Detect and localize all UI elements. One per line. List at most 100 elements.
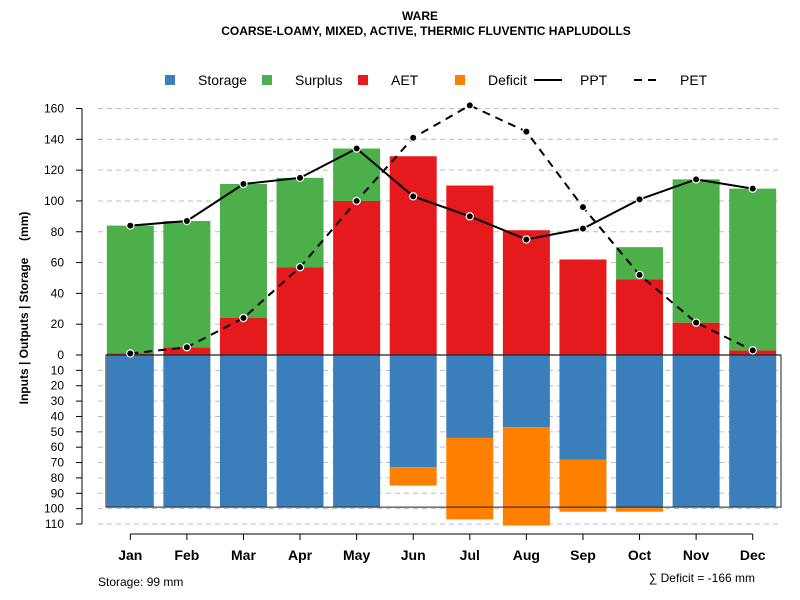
y-tick-label: 140 xyxy=(44,132,64,146)
bar-deficit xyxy=(502,427,550,526)
bar-surplus xyxy=(106,225,154,354)
point-ppt xyxy=(239,179,248,189)
x-tick-label: Feb xyxy=(174,547,199,563)
x-tick-label: Aug xyxy=(513,547,540,563)
point-pet xyxy=(635,270,644,280)
point-ppt xyxy=(635,195,644,204)
legend-swatch xyxy=(455,75,465,85)
y-tick-label: 110 xyxy=(45,517,64,531)
plot-frame xyxy=(105,354,782,508)
deficit-note: ∑ Deficit = -166 mm xyxy=(649,571,755,585)
point-ppt xyxy=(295,173,305,183)
bar-surplus xyxy=(219,183,267,319)
point-ppt xyxy=(182,216,192,226)
y-tick-label: 20 xyxy=(51,317,65,331)
point-ppt xyxy=(126,221,135,230)
y-tick-label: 70 xyxy=(51,456,65,470)
bars xyxy=(106,148,777,526)
line-pet xyxy=(130,104,754,355)
point-pet xyxy=(522,127,531,136)
x-tick-label: Mar xyxy=(231,547,256,563)
bar-storage xyxy=(616,355,664,508)
point-pet xyxy=(748,346,757,355)
point-ppt xyxy=(522,235,531,244)
bar-storage xyxy=(106,355,154,508)
bar-aet xyxy=(559,259,607,355)
legend-swatch xyxy=(262,75,272,85)
bar-aet xyxy=(389,156,437,355)
point-pet xyxy=(691,318,701,327)
y-tick-label: 40 xyxy=(51,286,65,300)
gridlines xyxy=(98,108,781,525)
legend-label: Storage xyxy=(198,72,247,88)
bar-storage xyxy=(502,355,550,428)
point-pet xyxy=(239,313,248,323)
x-tick-label: Jun xyxy=(401,547,426,563)
point-ppt xyxy=(409,192,418,201)
bar-storage xyxy=(333,355,381,508)
legend-swatch xyxy=(358,75,368,85)
bar-storage xyxy=(276,355,324,508)
point-pet xyxy=(295,262,305,272)
bar-surplus xyxy=(276,177,324,268)
line-ppt xyxy=(130,147,753,241)
bar-storage xyxy=(559,355,607,460)
bar-aet xyxy=(616,279,664,355)
legend-swatch xyxy=(165,75,175,85)
bar-deficit xyxy=(559,459,607,512)
y-tick-label: 40 xyxy=(51,409,65,423)
bar-storage xyxy=(219,355,267,508)
bar-aet xyxy=(276,267,324,355)
point-pet xyxy=(409,133,418,142)
bar-surplus xyxy=(163,220,211,348)
bar-aet xyxy=(502,230,550,355)
x-tick-label: Jan xyxy=(118,547,142,563)
y-tick-label: 90 xyxy=(51,486,65,500)
point-pet xyxy=(465,101,474,110)
lines xyxy=(126,101,757,358)
point-ppt xyxy=(691,175,701,184)
y-tick-label: 160 xyxy=(44,102,64,116)
point-pet xyxy=(182,343,192,352)
x-tick-label: May xyxy=(343,547,370,563)
y-tick-label: 20 xyxy=(51,379,65,393)
y-tick-label: 100 xyxy=(44,194,64,208)
x-tick-label: Jul xyxy=(460,547,480,563)
y-axis-title: Inputs | Outputs | Storage (mm) xyxy=(17,212,31,405)
chart-title: WARE xyxy=(402,9,438,23)
y-tick-label: 120 xyxy=(44,163,64,177)
x-tick-label: Dec xyxy=(740,547,766,563)
y-tick-label: 50 xyxy=(51,425,65,439)
y-tick-label: 80 xyxy=(51,471,65,485)
point-pet xyxy=(578,202,588,212)
y-tick-label: 0 xyxy=(57,348,64,362)
y-tick-label: 30 xyxy=(51,394,65,408)
bar-deficit xyxy=(389,467,437,486)
axes: 0204060801001201401601020304050607080901… xyxy=(44,102,766,564)
x-tick-label: Sep xyxy=(570,547,596,563)
x-tick-label: Nov xyxy=(683,547,710,563)
point-ppt xyxy=(465,212,474,221)
bar-deficit xyxy=(446,437,494,520)
y-tick-label: 60 xyxy=(51,440,65,454)
legend-label: Deficit xyxy=(488,72,527,88)
chart-subtitle: COARSE-LOAMY, MIXED, ACTIVE, THERMIC FLU… xyxy=(221,24,631,38)
bar-surplus xyxy=(672,179,720,323)
legend-label: Surplus xyxy=(295,72,342,88)
point-ppt xyxy=(748,184,757,193)
point-ppt xyxy=(578,224,588,233)
legend-label: PET xyxy=(680,72,708,88)
bar-aet xyxy=(672,322,720,355)
bar-deficit xyxy=(616,507,664,512)
y-tick-label: 60 xyxy=(51,256,65,270)
point-pet xyxy=(126,349,135,358)
bar-storage xyxy=(672,355,720,508)
bar-aet xyxy=(219,318,267,355)
x-tick-label: Apr xyxy=(288,547,313,563)
x-tick-label: Oct xyxy=(628,547,652,563)
bar-storage xyxy=(729,355,777,508)
legend-label: PPT xyxy=(580,72,608,88)
bar-storage xyxy=(163,355,211,508)
bar-aet xyxy=(333,200,381,355)
